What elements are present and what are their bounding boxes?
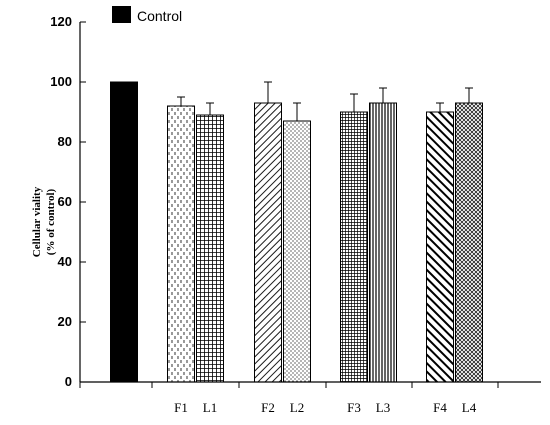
y-tick-label-80: 80 bbox=[58, 134, 72, 149]
error-bar-f1 bbox=[177, 96, 185, 106]
error-bar-f2 bbox=[264, 81, 272, 103]
x-tick-label-l3: L3 bbox=[376, 400, 390, 415]
y-axis-title: Cellular viality (% of control) bbox=[31, 186, 57, 257]
legend-label: Control bbox=[137, 8, 182, 24]
x-tick-label-f2: F2 bbox=[261, 400, 275, 415]
bar-l3 bbox=[369, 102, 397, 383]
legend-swatch bbox=[112, 6, 131, 23]
bar-l2 bbox=[283, 120, 311, 383]
y-axis-title-line-2: (% of control) bbox=[45, 188, 57, 255]
bar-l4 bbox=[455, 102, 483, 383]
bar-control bbox=[110, 81, 138, 383]
x-tick-label-f4: F4 bbox=[433, 400, 447, 415]
error-bar-l4 bbox=[465, 87, 473, 103]
y-tick-label-60: 60 bbox=[58, 194, 72, 209]
error-bar-f4 bbox=[436, 102, 444, 112]
error-bar-l3 bbox=[379, 87, 387, 103]
axes-layer: 0 20 40 60 80 100 120 bbox=[50, 14, 541, 389]
bar-f1 bbox=[167, 105, 195, 383]
bar-f3 bbox=[340, 111, 368, 383]
x-tick-label-f1: F1 bbox=[174, 400, 188, 415]
error-bar-f3 bbox=[350, 93, 358, 112]
y-tick-label-20: 20 bbox=[58, 314, 72, 329]
y-tick-label-0: 0 bbox=[65, 374, 72, 389]
bar-l1 bbox=[196, 114, 224, 383]
error-bar-l2 bbox=[293, 102, 301, 121]
x-tick-label-l2: L2 bbox=[290, 400, 304, 415]
x-tick-label-l1: L1 bbox=[203, 400, 217, 415]
y-tick-label-40: 40 bbox=[58, 254, 72, 269]
y-tick-label-100: 100 bbox=[50, 74, 72, 89]
legend: Control bbox=[112, 6, 182, 24]
bar-f4 bbox=[426, 111, 454, 383]
bar-f2 bbox=[254, 102, 282, 383]
y-axis-title-line-1: Cellular viality bbox=[31, 186, 43, 257]
x-tick-label-f3: F3 bbox=[347, 400, 361, 415]
y-tick-label-120: 120 bbox=[50, 14, 72, 29]
error-bar-l1 bbox=[206, 102, 214, 115]
x-tick-label-l4: L4 bbox=[462, 400, 477, 415]
labels-layer: F1 L1 F2 L2 F3 L3 F4 L4 bbox=[174, 400, 477, 415]
bars-layer bbox=[110, 81, 483, 383]
